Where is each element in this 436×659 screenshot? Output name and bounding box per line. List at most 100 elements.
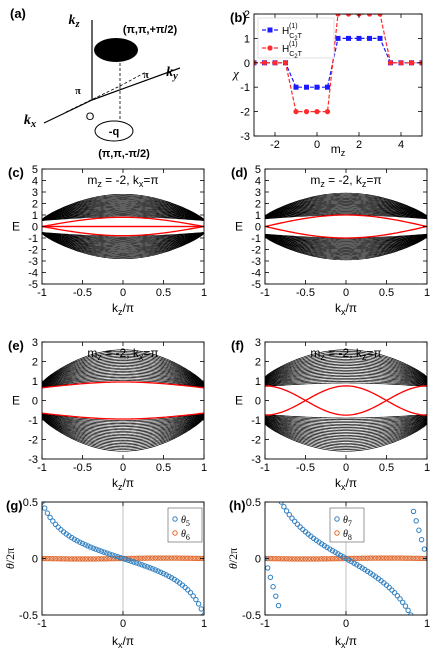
data-point — [195, 601, 202, 607]
data-point — [123, 556, 129, 563]
plot-content — [265, 349, 427, 452]
bulk-band-line — [265, 201, 427, 218]
bulk-band-line — [42, 203, 204, 221]
plot-content — [42, 349, 204, 452]
bulk-band-line — [265, 414, 427, 419]
data-point — [55, 556, 61, 562]
y-axis-label: χ — [231, 66, 239, 81]
data-point — [74, 556, 80, 562]
y-tick-label: 1 — [32, 376, 38, 388]
data-point — [69, 556, 75, 562]
data-point — [314, 84, 320, 90]
bulk-band-line — [42, 204, 204, 221]
bulk-band-line — [42, 415, 204, 438]
bulk-band-line — [42, 232, 204, 255]
bulk-band-line — [265, 420, 427, 443]
data-point — [104, 550, 110, 556]
data-point — [400, 599, 406, 605]
data-point — [356, 555, 363, 561]
bulk-band-line — [42, 416, 204, 441]
bulk-band-line — [265, 234, 427, 244]
bulk-band-line — [42, 417, 204, 449]
data-point — [310, 556, 317, 562]
y-tick-label: 3 — [255, 337, 261, 349]
bulk-band-line — [265, 234, 427, 246]
legend-label: θ7 — [343, 515, 352, 528]
data-point — [375, 555, 382, 561]
bulk-band-line — [265, 415, 427, 425]
bulk-band-line — [42, 215, 204, 221]
data-point — [400, 555, 406, 561]
y-tick-label: -2 — [28, 245, 38, 257]
data-point — [300, 556, 306, 562]
data-point — [71, 536, 78, 542]
data-point — [416, 527, 422, 533]
bulk-band-line — [265, 421, 427, 444]
data-point — [335, 551, 341, 557]
data-point — [174, 555, 180, 561]
data-point — [293, 109, 299, 115]
bulk-band-line — [265, 365, 427, 382]
data-point — [402, 603, 409, 609]
bulk-band-line — [265, 418, 427, 433]
data-point — [267, 574, 274, 581]
bulk-band-line — [265, 351, 427, 378]
data-point — [131, 559, 137, 565]
plot-content — [265, 192, 427, 261]
bulk-band-line — [42, 199, 204, 221]
bulk-band-line — [42, 211, 204, 221]
bulk-band-line — [42, 414, 204, 431]
edge-state-line — [42, 412, 204, 420]
x-tick-label: -1 — [260, 462, 270, 474]
data-point — [270, 584, 276, 590]
bulk-band-line — [265, 203, 427, 218]
data-point — [168, 555, 175, 561]
x-tick-label: 1 — [201, 462, 207, 474]
bulk-band-line — [42, 232, 204, 252]
legend-marker — [267, 27, 273, 33]
data-point — [90, 545, 97, 551]
data-point — [308, 556, 314, 562]
bulk-band-line — [265, 379, 427, 386]
data-point — [166, 573, 172, 579]
data-point — [343, 555, 349, 562]
bulk-band-line — [265, 211, 427, 219]
panel-label-b: (b) — [230, 10, 247, 25]
data-point — [44, 510, 51, 516]
bulk-band-line — [42, 416, 204, 443]
bulk-band-line — [265, 360, 427, 381]
x-tick-label: -1 — [260, 287, 270, 299]
data-point — [85, 556, 91, 562]
data-point — [366, 14, 373, 17]
bulk-band-line — [265, 235, 427, 249]
data-point — [346, 557, 352, 563]
kx-axis — [43, 99, 93, 124]
x-axis-label: kx/π — [112, 634, 134, 650]
bulk-band-line — [42, 364, 204, 386]
x-tick-label: -0.5 — [73, 462, 92, 474]
data-point — [289, 515, 295, 521]
data-point — [410, 555, 417, 561]
data-point — [85, 543, 91, 549]
x-axis-label: kz/π — [112, 476, 134, 492]
bulk-band-line — [265, 236, 427, 257]
y-tick-label: 0 — [32, 396, 38, 408]
data-point — [354, 562, 360, 568]
data-point — [367, 555, 373, 561]
bulk-band-line — [265, 421, 427, 446]
y-tick-label: -3 — [28, 454, 38, 466]
bulk-band-line — [265, 352, 427, 379]
data-point — [141, 555, 148, 561]
data-point — [316, 556, 322, 562]
data-point — [166, 555, 172, 561]
bulk-band-line — [265, 349, 427, 378]
bulk-band-line — [265, 362, 427, 381]
bulk-band-line — [265, 236, 427, 258]
x-tick-label: 0 — [343, 287, 349, 299]
bulk-band-line — [265, 194, 427, 217]
plot-area — [265, 169, 427, 284]
edge-state-line — [265, 225, 427, 239]
data-point — [79, 540, 86, 547]
